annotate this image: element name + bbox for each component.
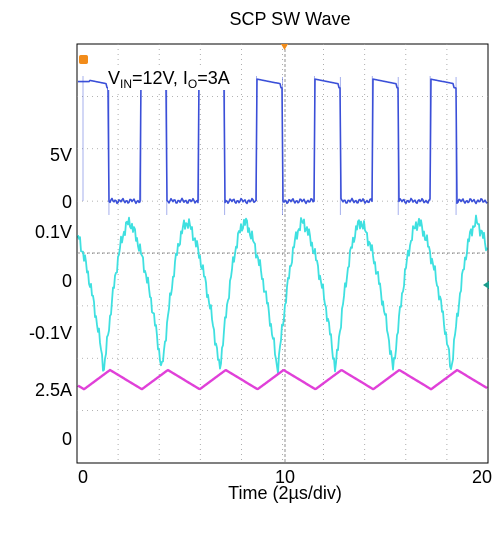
y-label-current-0: 0 <box>61 429 72 449</box>
ripple-voltage-trace <box>77 214 488 375</box>
y-label-current-2p5a: 2.5A <box>34 380 72 400</box>
vin-value: =12V, I <box>132 68 188 88</box>
chart-title: SCP SW Wave <box>229 9 351 29</box>
oscilloscope-plot <box>76 43 489 464</box>
x-tick-label: 20 <box>471 467 493 487</box>
channel-marker-icon <box>79 55 88 64</box>
vin-subscript: IN <box>120 77 133 91</box>
io-subscript: O <box>187 77 198 91</box>
x-axis-label: Time (2µs/div) <box>228 483 342 503</box>
y-label-sw-5v: 5V <box>49 145 72 165</box>
y-label-sw-0: 0 <box>61 192 72 212</box>
trigger-level-marker <box>483 281 489 289</box>
x-tick-label: 0 <box>77 467 89 487</box>
x-tick-label: 10 <box>274 467 296 487</box>
vin-symbol: V <box>108 68 121 88</box>
y-label-ripple-pos: 0.1V <box>34 222 72 242</box>
io-value: =3A <box>197 68 230 88</box>
conditions-annotation: VIN=12V, IO=3A <box>108 69 230 90</box>
y-label-ripple-neg: -0.1V <box>28 323 72 343</box>
inductor-current-trace <box>77 368 488 391</box>
trigger-marker-top <box>281 44 288 50</box>
traces <box>77 76 488 391</box>
y-label-ripple-0: 0 <box>61 271 72 291</box>
